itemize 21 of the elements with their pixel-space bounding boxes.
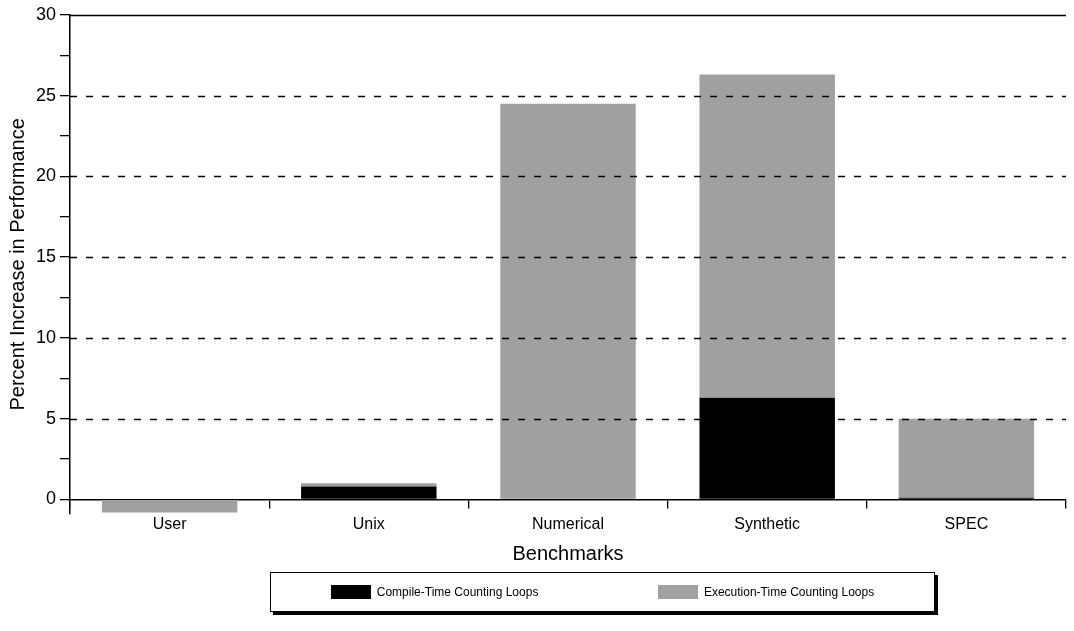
y-tick-label: 20 — [35, 165, 57, 186]
bar — [699, 74, 835, 398]
x-axis-title: Benchmarks — [512, 542, 624, 565]
x-tick-label: Synthetic — [734, 515, 801, 533]
bar — [101, 500, 238, 513]
y-tick-label: 0 — [46, 488, 57, 509]
bar — [301, 483, 437, 487]
y-tick-label: 25 — [35, 84, 57, 105]
legend-label: Compile-Time Counting Loops — [376, 585, 539, 599]
bar — [500, 103, 636, 499]
y-tick-label: 15 — [35, 246, 57, 267]
y-tick-label: 10 — [35, 326, 57, 347]
y-tick-label: 5 — [46, 407, 57, 428]
x-tick-label: Numerical — [532, 515, 605, 533]
y-axis-title: Percent Increase in Performance — [5, 118, 28, 411]
legend-label: Execution-Time Counting Loops — [703, 585, 875, 599]
y-tick-label: 30 — [35, 3, 57, 24]
bar — [898, 418, 1035, 498]
x-tick-label: SPEC — [944, 515, 989, 533]
x-tick-label: User — [152, 515, 188, 533]
x-tick-label: Unix — [352, 515, 385, 533]
